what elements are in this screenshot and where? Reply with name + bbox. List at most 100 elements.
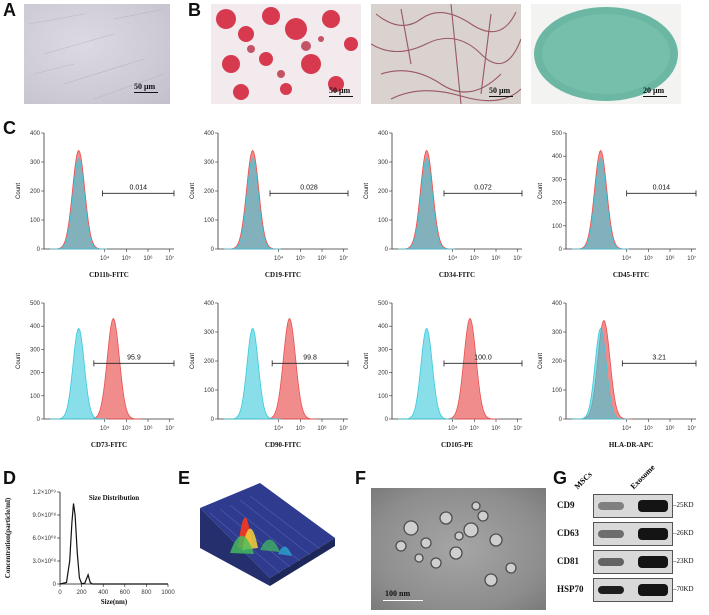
blot-kd-label: –23KD xyxy=(673,557,694,565)
x-tick-label: 10⁴ xyxy=(622,255,632,262)
y-tick-label: 500 xyxy=(552,131,563,137)
y-tick-label: 200 xyxy=(30,189,41,195)
histogram-y-label: Count xyxy=(538,353,544,369)
blot-kd-label: –70KD xyxy=(673,585,694,593)
panel-letter-f: F xyxy=(355,468,366,488)
nta-size-curve xyxy=(59,503,168,585)
histogram-7: 0 100 200 300 400 10⁴ 10⁵ 10⁶ 10⁷ Count HLA-DR-APC… xyxy=(538,301,697,449)
gate-marker xyxy=(271,360,349,367)
histogram-axes xyxy=(43,133,174,250)
histogram-6: 0 100 200 300 400 500 10⁴ 10⁵ 10⁶ 10⁷ Count CD105-P… xyxy=(364,301,523,449)
y-tick-label: 100 xyxy=(552,224,563,230)
nta-size-distribution-chart: Size Distribution 0 3.0×10⁰⁸ 6.0×10⁰⁸ 9.0×10… xyxy=(4,489,175,606)
gate-value: 0.072 xyxy=(474,184,492,191)
x-tick-label: 10⁶ xyxy=(491,425,501,432)
x-tick-label: 10⁵ xyxy=(122,425,132,432)
gate-value: 0.014 xyxy=(129,184,147,191)
blot-column-exosome: Exosome xyxy=(628,462,657,491)
histogram-x-label: CD19-FITC xyxy=(265,271,301,279)
y-tick-label: 0 xyxy=(37,417,41,423)
y-tick-label: 0 xyxy=(385,247,389,253)
isotype-histogram-curve xyxy=(50,327,107,420)
x-tick-label: 10⁵ xyxy=(644,425,654,432)
y-tick-label: 400 xyxy=(552,301,563,307)
blot-row-label: HSP70 xyxy=(557,584,584,594)
x-tick-label: 10⁵ xyxy=(644,255,654,262)
y-tick-label: 0 xyxy=(559,247,563,253)
blot-kd-label: –26KD xyxy=(673,529,694,537)
histogram-1: 0 100 200 300 400 10⁴ 10⁵ 10⁶ 10⁷ Count CD19-FITC 0… xyxy=(190,131,349,279)
nta-x-tick-label: 0 xyxy=(58,590,62,596)
isotype-histogram-curve xyxy=(50,157,107,250)
panel-letter-g: G xyxy=(553,468,568,488)
x-tick-label: 10⁴ xyxy=(448,425,458,432)
y-tick-label: 100 xyxy=(378,218,389,224)
histogram-x-label: CD73-FITC xyxy=(91,441,127,449)
x-tick-label: 10⁶ xyxy=(491,255,501,262)
y-tick-label: 0 xyxy=(37,247,41,253)
tem-micrograph: 100 nm xyxy=(371,488,546,610)
x-tick-label: 10⁴ xyxy=(448,255,458,262)
nta-x-tick-label: 600 xyxy=(120,590,131,596)
isotype-histogram-curve xyxy=(224,327,281,420)
isotype-histogram-curve xyxy=(572,327,629,420)
sample-histogram-curve xyxy=(260,317,318,420)
y-tick-label: 100 xyxy=(552,388,563,394)
x-tick-label: 10⁷ xyxy=(687,425,696,432)
micrograph-b1-alizarin: 50 μm xyxy=(211,4,361,104)
blot-lane-box xyxy=(593,494,673,518)
scale-label-a: 50 μm xyxy=(134,82,156,91)
histogram-x-label: HLA-DR-APC xyxy=(609,441,653,449)
blot-lane-box xyxy=(593,550,673,574)
isotype-histogram-curve xyxy=(398,157,455,250)
y-tick-label: 300 xyxy=(30,347,41,353)
gate-value: 99.8 xyxy=(303,354,317,361)
y-tick-label: 300 xyxy=(378,347,389,353)
x-tick-label: 10⁷ xyxy=(687,255,696,262)
gate-value: 0.028 xyxy=(300,184,318,191)
exosome-band xyxy=(638,500,668,512)
nta-3d-plot xyxy=(190,478,340,588)
exosome-band xyxy=(638,556,668,568)
x-tick-label: 10⁶ xyxy=(317,255,327,262)
x-tick-label: 10⁶ xyxy=(143,255,153,262)
x-tick-label: 10⁶ xyxy=(665,255,675,262)
blot-kd-label: –25KD xyxy=(673,501,694,509)
histogram-axes xyxy=(565,303,696,420)
scale-label-f: 100 nm xyxy=(385,589,411,598)
western-blot: MSCs Exosome CD9 –25KD CD63 –26KD CD81 –23KD H… xyxy=(553,463,709,615)
gate-marker xyxy=(621,360,697,367)
gate-value: 3.21 xyxy=(652,354,666,361)
blot-lane-box xyxy=(593,578,673,602)
y-tick-label: 200 xyxy=(204,189,215,195)
nta-y-tick-label: 3.0×10⁰⁸ xyxy=(33,558,57,565)
x-tick-label: 10⁷ xyxy=(339,255,348,262)
gate-marker xyxy=(102,190,175,197)
gate-marker xyxy=(269,190,349,197)
histogram-y-label: Count xyxy=(16,353,22,369)
blot-row-label: CD9 xyxy=(557,500,575,510)
y-tick-label: 500 xyxy=(30,301,41,307)
histogram-axes xyxy=(391,133,522,250)
x-tick-label: 10⁴ xyxy=(100,255,110,262)
gate-value: 95.9 xyxy=(127,354,141,361)
y-tick-label: 100 xyxy=(30,394,41,400)
y-tick-label: 200 xyxy=(378,189,389,195)
panel-letter-d: D xyxy=(3,468,16,488)
y-tick-label: 200 xyxy=(30,371,41,377)
x-tick-label: 10⁵ xyxy=(296,425,306,432)
y-tick-label: 400 xyxy=(378,324,389,330)
histogram-x-label: CD11b-FITC xyxy=(89,271,129,279)
x-tick-label: 10⁶ xyxy=(317,425,327,432)
y-tick-label: 400 xyxy=(204,131,215,137)
y-tick-label: 400 xyxy=(552,154,563,160)
gate-marker xyxy=(443,360,523,367)
micrograph-b3-alcian: 20 μm xyxy=(531,4,681,104)
x-tick-label: 10⁶ xyxy=(143,425,153,432)
msc-band xyxy=(598,558,624,566)
histogram-0: 0 100 200 300 400 10⁴ 10⁵ 10⁶ 10⁷ Count CD11b-FITC… xyxy=(16,131,175,279)
y-tick-label: 400 xyxy=(30,131,41,137)
isotype-histogram-curve xyxy=(572,157,629,250)
nta-x-tick-label: 400 xyxy=(98,590,109,596)
y-tick-label: 300 xyxy=(552,177,563,183)
